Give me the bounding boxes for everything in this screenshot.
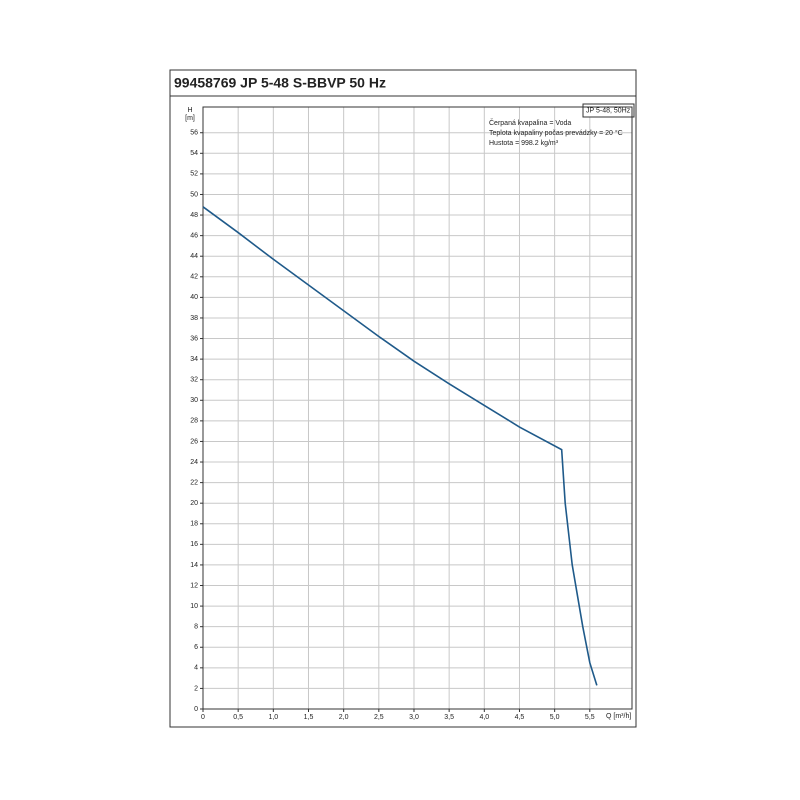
x-tick-label: 5,5: [585, 714, 595, 721]
y-tick-label: 30: [190, 397, 198, 404]
y-tick-label: 22: [190, 479, 198, 486]
y-tick-label: 8: [194, 624, 198, 631]
y-axis-label: [m]: [185, 115, 195, 122]
x-tick-label: 2,5: [374, 714, 384, 721]
curve: [202, 206, 598, 686]
y-tick-label: 42: [190, 274, 198, 281]
y-tick-label: 24: [190, 459, 198, 466]
y-tick-label: 26: [190, 438, 198, 445]
y-tick-label: 40: [190, 294, 198, 301]
y-tick-label: 44: [190, 253, 198, 260]
y-tick-label: 36: [190, 335, 198, 342]
x-tick-label: 3,0: [409, 714, 419, 721]
x-axis-label: Q [m³/h]: [606, 713, 631, 720]
y-tick-label: 12: [190, 582, 198, 589]
annotation: Teplota kvapaliny počas prevádzky = 20 °…: [489, 129, 623, 137]
y-tick-label: 4: [194, 665, 198, 672]
frame: [169, 69, 637, 728]
y-tick-label: 20: [190, 500, 198, 507]
plot-frame: [202, 106, 633, 710]
y-tick-label: 14: [190, 562, 198, 569]
x-tick-label: 3,5: [444, 714, 454, 721]
y-tick-label: 2: [194, 685, 198, 692]
chart-title: 99458769 JP 5-48 S-BBVP 50 Hz: [174, 75, 386, 91]
y-tick-label: 38: [190, 315, 198, 322]
x-tick-label: 0: [201, 714, 205, 721]
y-tick-label: 34: [190, 356, 198, 363]
y-tick-label: 16: [190, 541, 198, 548]
x-tick-label: 1,0: [268, 714, 278, 721]
annotation: Hustota = 998.2 kg/m³: [489, 140, 559, 147]
x-tick-label: 4,5: [515, 714, 525, 721]
x-tick-label: 4,0: [479, 714, 489, 721]
y-tick-label: 46: [190, 232, 198, 239]
y-tick-label: 54: [190, 150, 198, 157]
y-tick-label: 56: [190, 130, 198, 137]
y-tick-label: 48: [190, 212, 198, 219]
y-tick-label: 0: [194, 706, 198, 713]
y-tick-label: 18: [190, 521, 198, 528]
x-tick-label: 1,5: [304, 714, 314, 721]
y-tick-label: 50: [190, 191, 198, 198]
y-tick-label: 6: [194, 644, 198, 651]
y-tick-label: 10: [190, 603, 198, 610]
y-axis-label: H: [187, 107, 192, 114]
x-tick-label: 5,0: [550, 714, 560, 721]
annotation: Čerpaná kvapalina = Voda: [489, 118, 571, 127]
x-tick-label: 0,5: [233, 714, 243, 721]
y-tick-label: 52: [190, 171, 198, 178]
y-tick-label: 28: [190, 418, 198, 425]
legend-label: JP 5-48, 50Hz: [586, 107, 631, 114]
y-tick-label: 32: [190, 377, 198, 384]
x-tick-label: 2,0: [339, 714, 349, 721]
